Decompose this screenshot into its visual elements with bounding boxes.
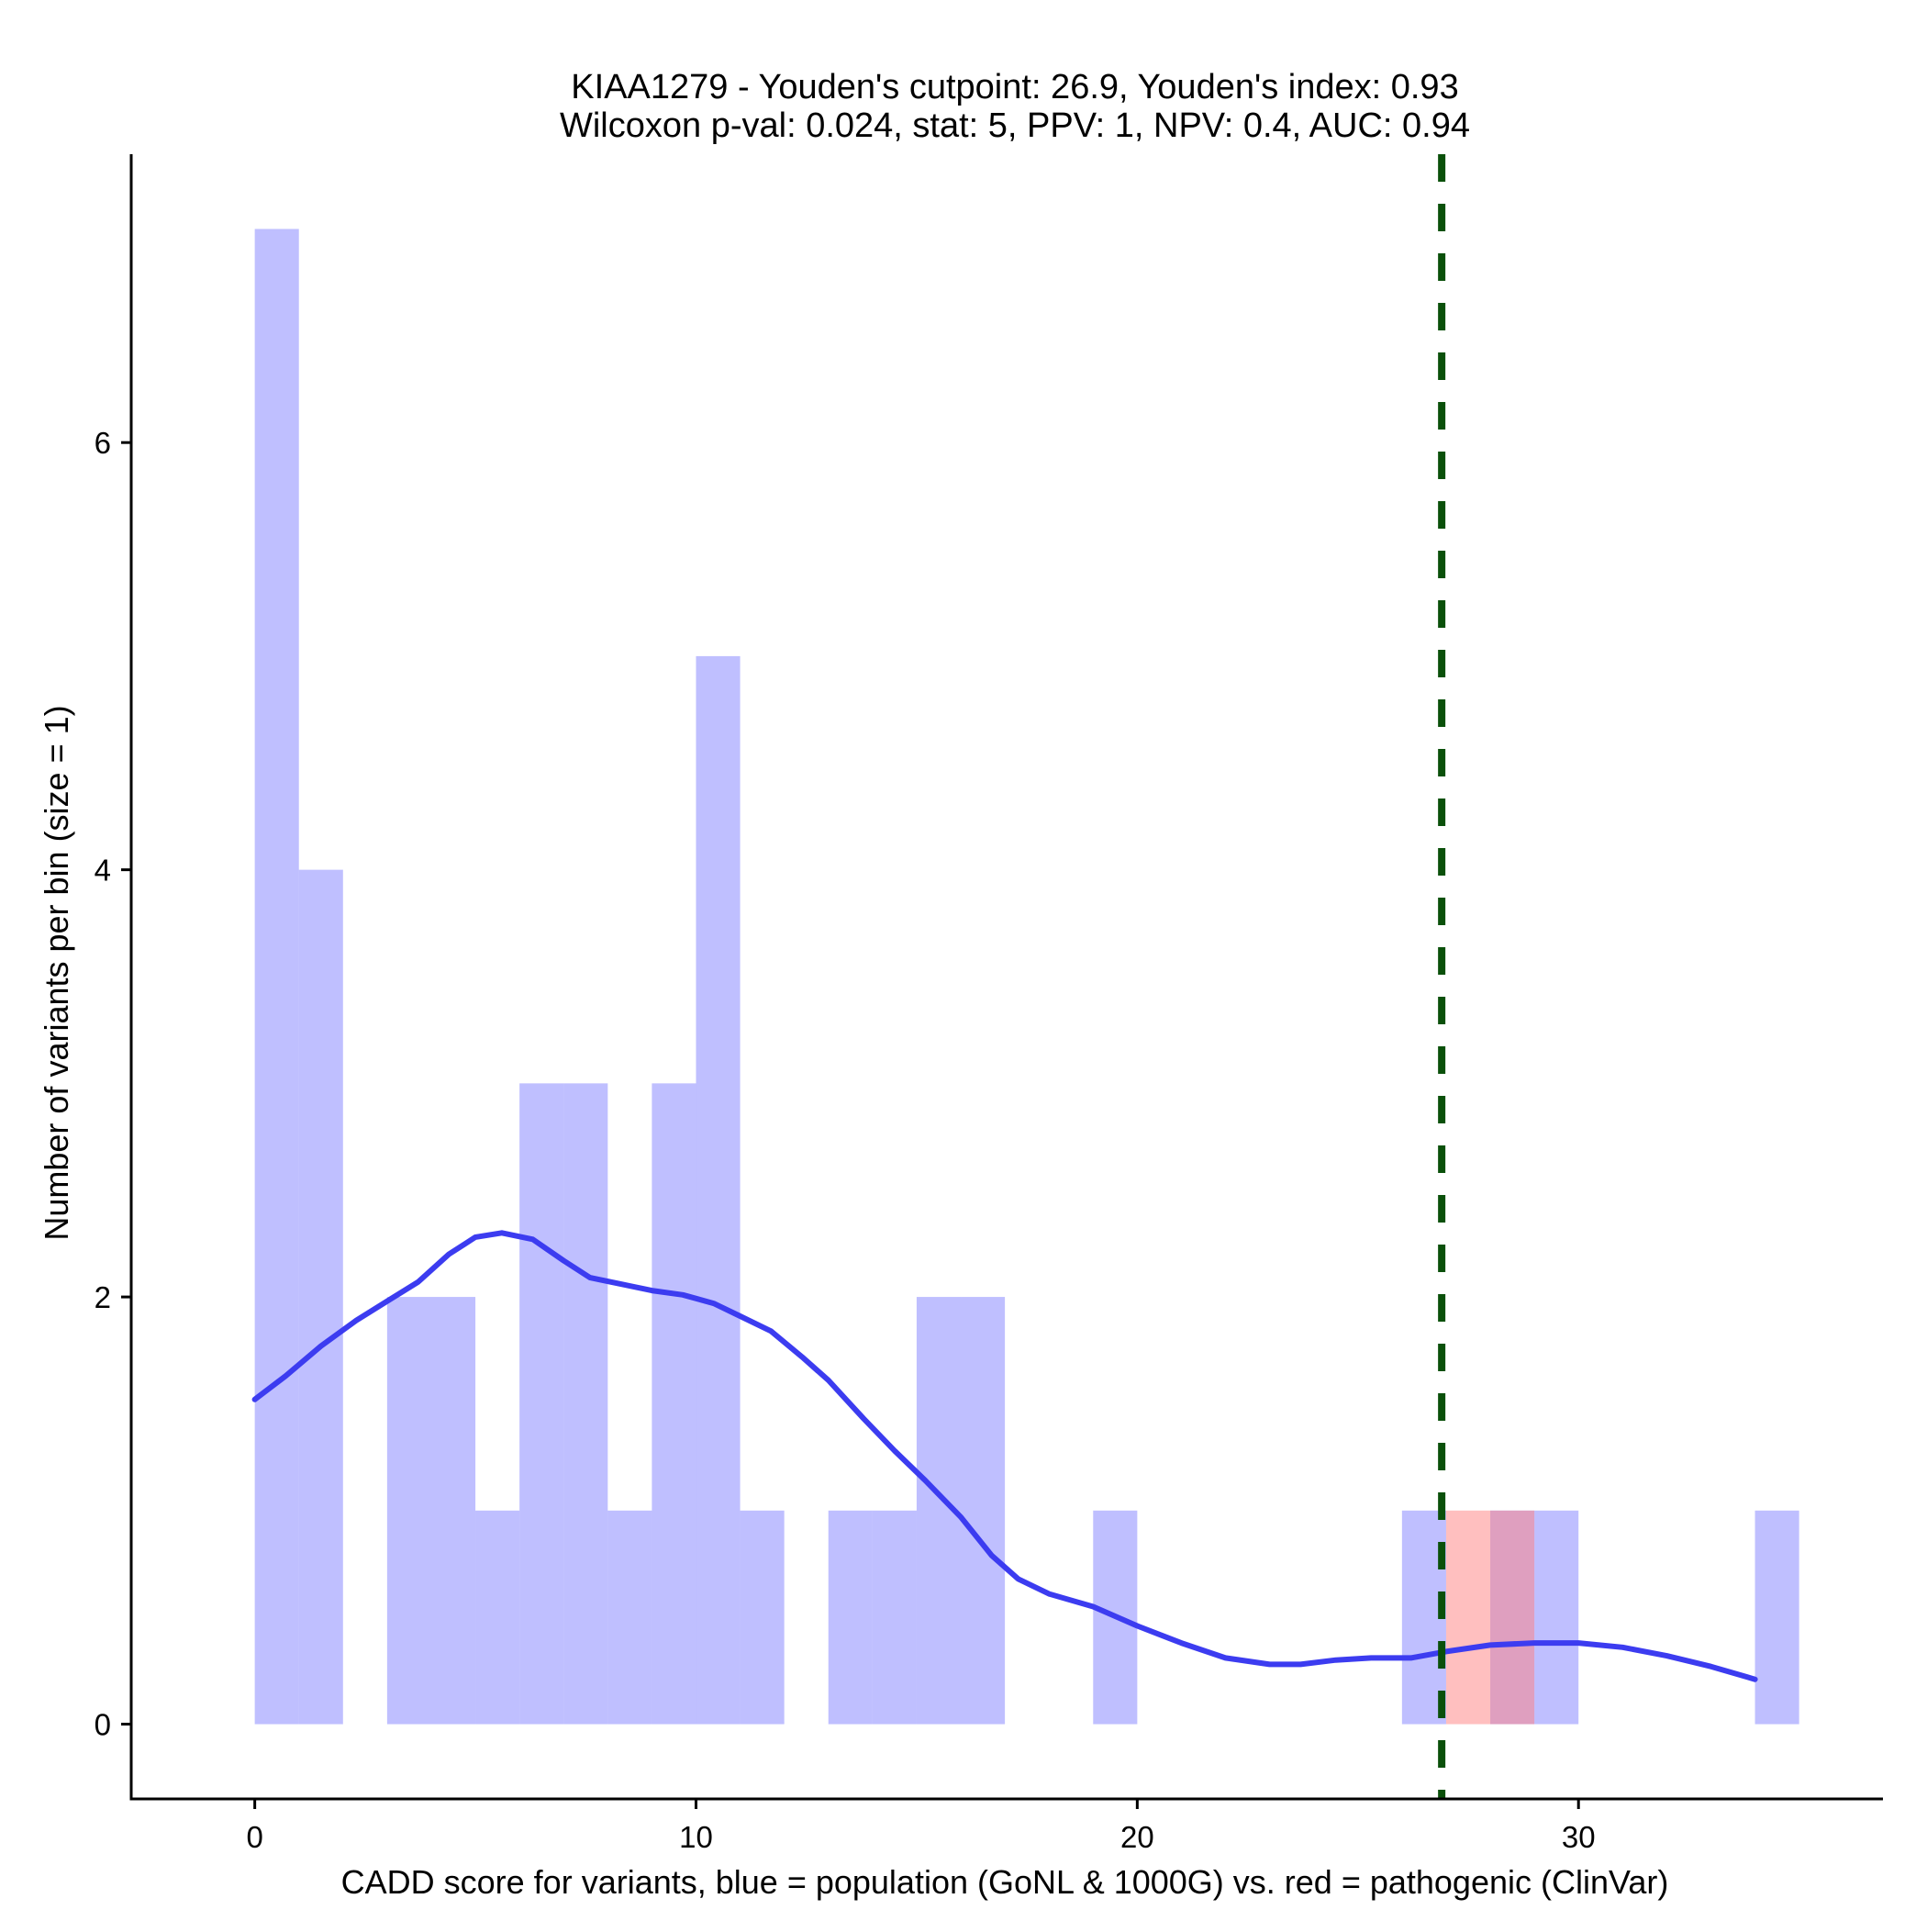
series-pathogenic — [1445, 1510, 1535, 1725]
histogram-bar — [1490, 1510, 1535, 1725]
x-axis-label: CADD score for variants, blue = populati… — [341, 1863, 1669, 1901]
x-tick-label: 10 — [679, 1820, 713, 1854]
histogram-bar — [475, 1510, 520, 1725]
x-tick-label: 30 — [1562, 1820, 1596, 1854]
histogram-bar — [607, 1510, 652, 1725]
histogram-bar — [298, 869, 343, 1725]
histogram-bar — [828, 1510, 873, 1725]
histogram-bar — [254, 229, 299, 1725]
histogram-bar — [386, 1297, 431, 1725]
histogram-bar — [696, 655, 741, 1725]
histogram-bar — [563, 1083, 608, 1725]
histogram-bar — [872, 1510, 917, 1725]
y-tick-label: 0 — [95, 1708, 111, 1742]
histogram-bar — [1534, 1510, 1579, 1725]
histogram-bar — [740, 1510, 785, 1725]
histogram-bars — [254, 229, 1799, 1725]
y-axis-ticks: 0 2 4 6 — [95, 426, 131, 1742]
x-tick-label: 20 — [1120, 1820, 1154, 1854]
histogram-bar — [1445, 1510, 1491, 1725]
histogram-bar — [961, 1297, 1006, 1725]
y-tick-label: 4 — [95, 854, 111, 888]
x-axis-ticks: 0 10 20 30 — [246, 1799, 1596, 1854]
y-axis-label: Number of variants per bin (size = 1) — [38, 705, 75, 1240]
histogram-bar — [519, 1083, 564, 1725]
histogram-bar — [430, 1297, 476, 1725]
series-population — [254, 229, 1799, 1725]
y-tick-label: 6 — [95, 426, 111, 460]
chart-title-line-1: KIAA1279 - Youden's cutpoint: 26.9, Youd… — [571, 68, 1458, 106]
chart-title-line-2: Wilcoxon p-val: 0.024, stat: 5, PPV: 1, … — [560, 106, 1470, 145]
x-tick-label: 0 — [246, 1820, 262, 1854]
y-tick-label: 2 — [95, 1280, 111, 1314]
histogram-bar — [652, 1083, 696, 1725]
histogram-bar — [1754, 1510, 1799, 1725]
